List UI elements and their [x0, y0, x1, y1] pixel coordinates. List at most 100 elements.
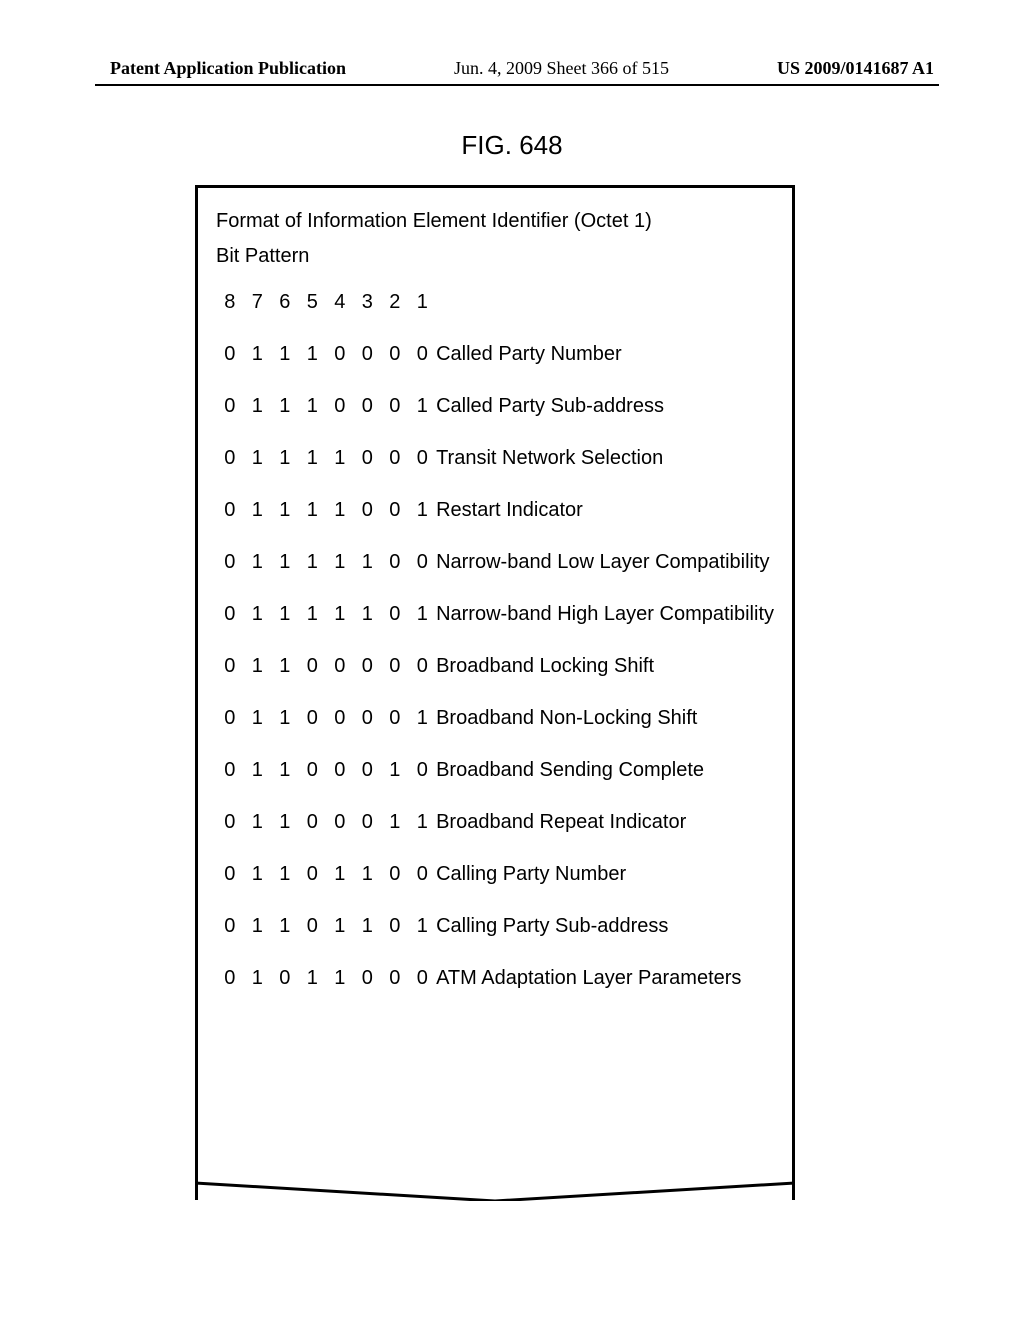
header-left: Patent Application Publication: [110, 58, 346, 79]
row-label: ATM Adaptation Layer Parameters: [436, 952, 774, 1004]
bit-cell: 0: [326, 744, 354, 796]
bit-cell: 1: [381, 744, 409, 796]
table-row: 01111001Restart Indicator: [216, 484, 774, 536]
bit-header-cell: 3: [354, 276, 382, 328]
bit-cell: 0: [216, 328, 244, 380]
bit-cell: 0: [381, 380, 409, 432]
bit-cell: 1: [271, 588, 299, 640]
table-row: 01111000Transit Network Selection: [216, 432, 774, 484]
bit-cell: 0: [299, 796, 327, 848]
bit-cell: 0: [381, 848, 409, 900]
bit-header-cell: 5: [299, 276, 327, 328]
bit-cell: 1: [354, 900, 382, 952]
bit-header-cell: 1: [409, 276, 437, 328]
row-label: Calling Party Number: [436, 848, 774, 900]
bit-cell: 1: [299, 484, 327, 536]
figure-title: Format of Information Element Identifier…: [216, 210, 774, 233]
table-row: 01100001Broadband Non-Locking Shift: [216, 692, 774, 744]
table-row: 01100010Broadband Sending Complete: [216, 744, 774, 796]
bit-cell: 1: [244, 484, 272, 536]
bit-cell: 0: [381, 536, 409, 588]
bit-cell: 1: [244, 640, 272, 692]
bit-cell: 1: [326, 536, 354, 588]
bit-cell: 0: [381, 692, 409, 744]
bit-header-cell: 7: [244, 276, 272, 328]
bit-cell: 1: [326, 588, 354, 640]
bit-cell: 1: [299, 536, 327, 588]
bit-cell: 1: [326, 848, 354, 900]
bit-cell: 0: [409, 952, 437, 1004]
row-label: Called Party Sub-address: [436, 380, 774, 432]
table-row: 01011000ATM Adaptation Layer Parameters: [216, 952, 774, 1004]
bit-cell: 1: [299, 588, 327, 640]
bit-cell: 1: [409, 692, 437, 744]
bit-cell: 1: [244, 588, 272, 640]
bit-cell: 1: [326, 952, 354, 1004]
bit-cell: 1: [244, 900, 272, 952]
bit-cell: 1: [244, 692, 272, 744]
bit-cell: 0: [299, 744, 327, 796]
bit-cell: 0: [299, 692, 327, 744]
bit-cell: 0: [381, 588, 409, 640]
bit-header-cell: 4: [326, 276, 354, 328]
bit-header-cell: 8: [216, 276, 244, 328]
row-label: Called Party Number: [436, 328, 774, 380]
row-label: Broadband Non-Locking Shift: [436, 692, 774, 744]
bit-cell: 0: [326, 796, 354, 848]
bit-cell: 0: [409, 744, 437, 796]
bit-cell: 0: [216, 588, 244, 640]
table-row: 01100011Broadband Repeat Indicator: [216, 796, 774, 848]
bit-cell: 1: [409, 796, 437, 848]
bit-table: 8765432101110000Called Party Number01110…: [216, 276, 774, 1004]
bit-cell: 1: [244, 432, 272, 484]
bit-cell: 0: [381, 640, 409, 692]
bit-cell: 1: [299, 328, 327, 380]
bit-cell: 1: [244, 328, 272, 380]
bit-cell: 1: [244, 796, 272, 848]
bit-cell: 0: [216, 484, 244, 536]
bit-cell: 1: [409, 484, 437, 536]
bit-cell: 0: [354, 692, 382, 744]
bit-cell: 0: [216, 380, 244, 432]
bit-cell: 0: [409, 640, 437, 692]
page-header: Patent Application Publication Jun. 4, 2…: [0, 58, 1024, 79]
bit-cell: 1: [271, 848, 299, 900]
bit-cell: 0: [381, 952, 409, 1004]
table-row: 01110001Called Party Sub-address: [216, 380, 774, 432]
bit-cell: 1: [244, 744, 272, 796]
table-row: 01101100Calling Party Number: [216, 848, 774, 900]
bit-cell: 0: [216, 536, 244, 588]
bit-cell: 1: [409, 900, 437, 952]
bit-cell: 0: [216, 744, 244, 796]
bit-cell: 1: [354, 848, 382, 900]
bit-cell: 0: [326, 640, 354, 692]
bit-cell: 1: [299, 432, 327, 484]
bit-cell: 0: [354, 432, 382, 484]
bit-cell: 1: [244, 848, 272, 900]
bit-cell: 0: [326, 692, 354, 744]
bit-cell: 1: [244, 952, 272, 1004]
bit-cell: 0: [299, 640, 327, 692]
table-row: 01110000Called Party Number: [216, 328, 774, 380]
bit-cell: 0: [216, 848, 244, 900]
bit-cell: 0: [354, 796, 382, 848]
bit-cell: 1: [299, 952, 327, 1004]
bit-cell: 0: [409, 432, 437, 484]
bit-cell: 1: [271, 900, 299, 952]
bit-cell: 0: [381, 484, 409, 536]
torn-edge: [195, 1163, 795, 1201]
bit-cell: 0: [409, 536, 437, 588]
figure-box: Format of Information Element Identifier…: [195, 185, 795, 1200]
bit-cell: 0: [299, 900, 327, 952]
table-row: 01111101Narrow-band High Layer Compatibi…: [216, 588, 774, 640]
bit-cell: 0: [216, 952, 244, 1004]
bit-cell: 1: [244, 380, 272, 432]
bit-cell: 0: [326, 380, 354, 432]
row-label: Narrow-band Low Layer Compatibility: [436, 536, 774, 588]
bit-cell: 0: [354, 640, 382, 692]
bit-cell: 1: [409, 380, 437, 432]
figure-content: Format of Information Element Identifier…: [198, 188, 792, 1004]
bit-cell: 1: [326, 484, 354, 536]
bit-cell: 1: [271, 432, 299, 484]
table-row: 01100000Broadband Locking Shift: [216, 640, 774, 692]
